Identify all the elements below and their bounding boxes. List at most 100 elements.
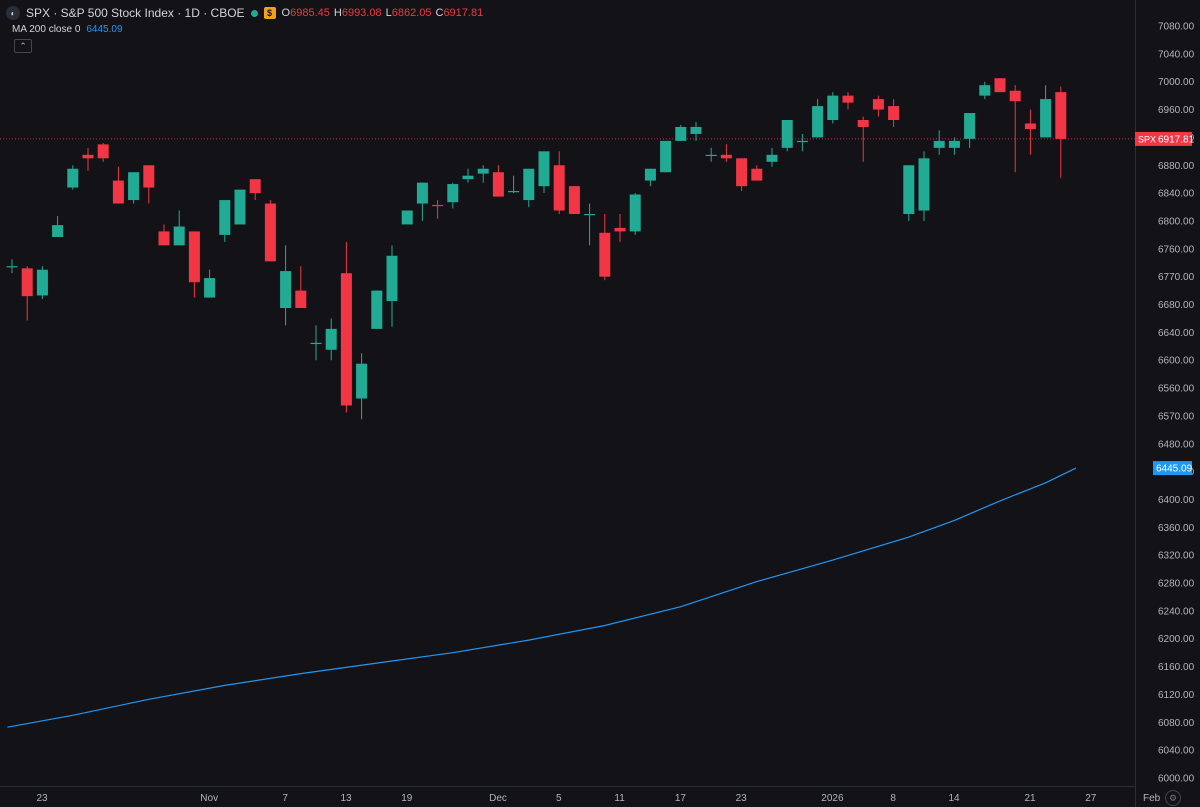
x-tick-label: 13 [340, 793, 352, 804]
candle-body [736, 158, 748, 187]
candle-body [340, 273, 352, 406]
candle-body [781, 120, 793, 148]
x-tick-label: 19 [401, 793, 413, 804]
gear-icon: ⚙ [1168, 792, 1178, 803]
y-tick-label: 6840.00 [1158, 189, 1195, 200]
candle-body [188, 231, 200, 283]
open-value: 6985.45 [290, 7, 330, 19]
candle-body [948, 140, 960, 148]
ma-200-line [7, 467, 1077, 728]
candle-body [660, 140, 672, 173]
y-tick-label: 6480.00 [1158, 439, 1195, 450]
high-label: H [333, 7, 342, 19]
y-tick-label: 6570.00 [1158, 411, 1195, 422]
candle-body [36, 269, 48, 296]
ohlc-values: O6985.45 H6993.08 L6862.05 C6917.81 [282, 7, 484, 19]
candle-body [553, 165, 565, 211]
chevron-up-icon: ⌃ [19, 40, 27, 51]
symbol-logo-icon: ◐ [6, 6, 20, 20]
candle-body [675, 126, 687, 141]
candle-body [280, 271, 292, 308]
candle-body [766, 154, 778, 162]
candle-body [1055, 92, 1067, 139]
candle-body [508, 191, 520, 193]
candle-body [599, 232, 611, 277]
candle-body [82, 154, 94, 159]
candle-body [112, 180, 124, 204]
ma-legend-value: 6445.09 [86, 24, 123, 35]
y-tick-label: 6680.00 [1158, 300, 1195, 311]
x-tick-label: 8 [890, 793, 896, 804]
candle-body [812, 106, 824, 138]
x-tick-label: 7 [282, 793, 288, 804]
y-tick-label: 6600.00 [1158, 356, 1195, 367]
x-tick-label: 14 [948, 793, 960, 804]
x-tick-label: 2026 [821, 793, 844, 804]
x-tick-label: 5 [556, 793, 562, 804]
collapse-legend-button[interactable]: ⌃ [14, 39, 32, 53]
candle-body [432, 204, 444, 207]
candle-body [477, 168, 489, 174]
close-label: C [435, 7, 444, 19]
candle-body [568, 186, 580, 214]
candle-body [249, 179, 261, 194]
candle-body [1024, 123, 1036, 130]
candle-body [964, 113, 976, 139]
high-value: 6993.08 [341, 7, 382, 19]
y-tick-label: 6200.00 [1158, 634, 1195, 645]
candle-body [644, 168, 656, 181]
y-tick-label: 6640.00 [1158, 328, 1195, 339]
ma-legend[interactable]: MA 200 close 0 6445.09 [12, 24, 123, 35]
candle-body [219, 200, 231, 235]
last-price-symbol: SPX [1138, 134, 1156, 144]
candle-body [1009, 90, 1021, 102]
candle-body [979, 85, 991, 96]
candle-body [720, 154, 732, 159]
y-tick-label: 6400.00 [1158, 495, 1195, 506]
close-value: 6917.81 [443, 7, 484, 19]
last-price-value: 6917.81 [1158, 134, 1195, 145]
y-tick-label: 6320.00 [1158, 551, 1195, 562]
candle-body [827, 95, 839, 120]
y-tick-label: 6800.00 [1158, 216, 1195, 227]
candle-body [462, 175, 474, 180]
ma-legend-label: MA 200 close 0 [12, 24, 81, 35]
x-tick-label: 23 [36, 793, 48, 804]
candle-body [447, 184, 459, 203]
candle-body [933, 140, 945, 148]
candle-body [903, 165, 915, 214]
candle-body [310, 342, 322, 345]
x-tick-label: 21 [1024, 793, 1036, 804]
y-tick-label: 6120.00 [1158, 690, 1195, 701]
candle-body [842, 95, 854, 103]
candle-body [264, 203, 276, 262]
y-tick-label: 7000.00 [1158, 77, 1195, 88]
candle-body [371, 290, 383, 329]
candle-body [21, 268, 33, 297]
y-tick-label: 6000.00 [1158, 774, 1195, 785]
candle-body [52, 225, 64, 237]
x-tick-label: 27 [1085, 793, 1097, 804]
chart-settings-button[interactable]: ⚙ [1165, 790, 1181, 806]
candle-body [705, 154, 717, 157]
candle-body [690, 126, 702, 134]
candle-body [416, 182, 428, 204]
y-tick-label: 6770.00 [1158, 272, 1195, 283]
symbol-legend: ◐ SPX · S&P 500 Stock Index · 1D · CBOE … [6, 4, 483, 22]
x-tick-label: 23 [736, 793, 748, 804]
candle-body [1040, 99, 1052, 138]
symbol-title: SPX · S&P 500 Stock Index · 1D · CBOE [26, 6, 245, 20]
candle-body [158, 231, 170, 246]
candle-body [492, 172, 504, 197]
candle-body [994, 78, 1006, 93]
currency-badge-icon: $ [263, 7, 276, 19]
candle-body [584, 214, 596, 216]
y-tick-label: 6360.00 [1158, 523, 1195, 534]
market-status-icon [250, 9, 258, 17]
y-tick-label: 6240.00 [1158, 606, 1195, 617]
y-tick-label: 6040.00 [1158, 746, 1195, 757]
candle-body [614, 227, 626, 232]
candle-body [204, 278, 216, 298]
